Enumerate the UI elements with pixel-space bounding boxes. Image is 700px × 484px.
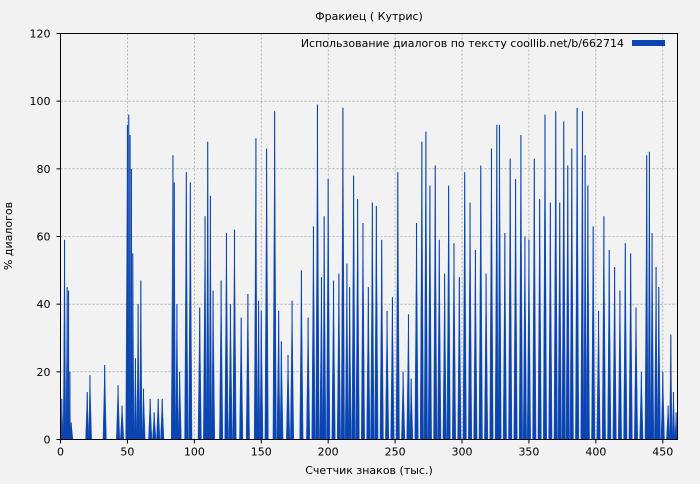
y-tick-label: 40	[37, 298, 51, 311]
legend-label: Использование диалогов по тексту coollib…	[301, 37, 624, 50]
y-tick-label: 120	[30, 28, 51, 41]
x-axis-label: Счетчик знаков (тыс.)	[305, 464, 433, 477]
x-axis-ticks: 0 50 100 150 200 250 300 350 400 450	[57, 439, 673, 459]
x-tick-label: 350	[518, 446, 539, 459]
legend-swatch	[632, 40, 665, 46]
x-tick-label: 450	[652, 446, 673, 459]
chart-title: Фракиец ( Кутрис)	[315, 10, 423, 23]
x-tick-label: 50	[120, 446, 134, 459]
x-tick-label: 150	[251, 446, 272, 459]
y-tick-label: 20	[37, 366, 51, 379]
y-tick-label: 100	[30, 95, 51, 108]
x-tick-label: 300	[452, 446, 473, 459]
y-tick-label: 80	[37, 163, 51, 176]
x-tick-label: 200	[318, 446, 339, 459]
y-tick-label: 60	[37, 231, 51, 244]
x-tick-label: 400	[585, 446, 606, 459]
y-axis-ticks: 0 20 40 60 80 100 120	[30, 28, 61, 447]
legend: Использование диалогов по тексту coollib…	[301, 37, 665, 50]
x-tick-label: 0	[57, 446, 64, 459]
y-tick-label: 0	[44, 434, 51, 447]
y-axis-label: % диалогов	[2, 202, 15, 270]
x-tick-label: 250	[385, 446, 406, 459]
data-bars	[60, 104, 678, 440]
x-tick-label: 100	[184, 446, 205, 459]
